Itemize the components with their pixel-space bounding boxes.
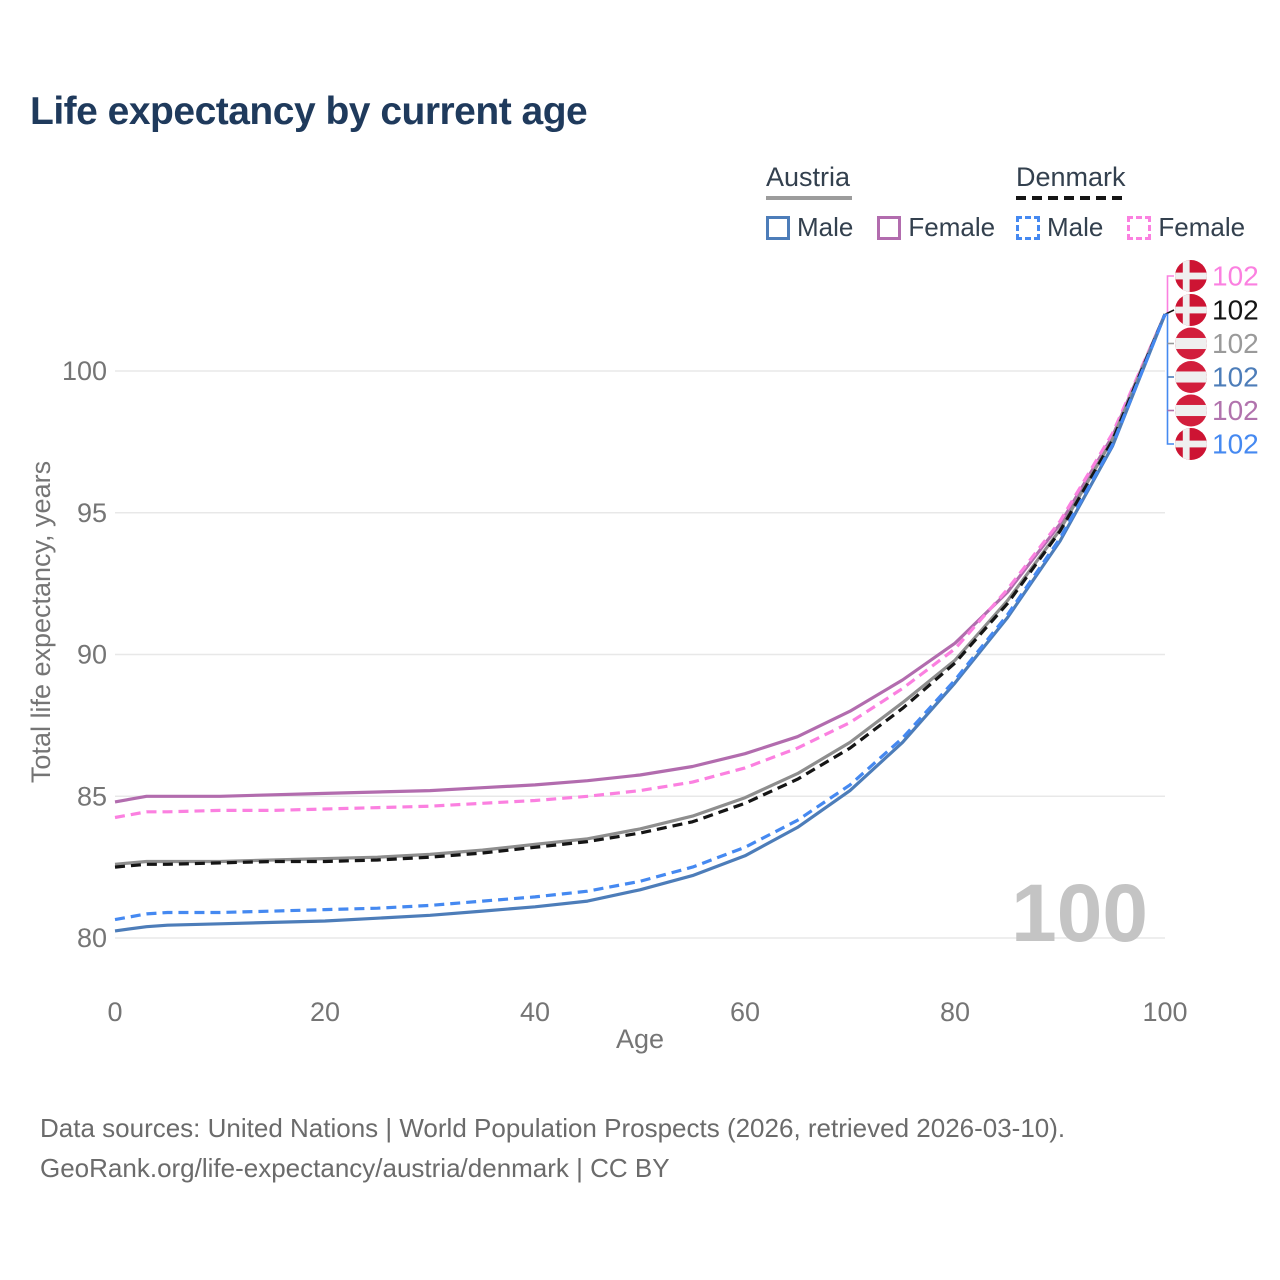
x-tick-60: 60 <box>730 997 760 1027</box>
x-tick-80: 80 <box>940 997 970 1027</box>
end-label-austria-male: 102 <box>1175 361 1259 393</box>
legend-label-austria-female[interactable]: Female <box>908 212 996 242</box>
x-tick-40: 40 <box>520 997 550 1027</box>
austria-flag-icon <box>1175 327 1207 360</box>
end-label-austria: 102 <box>1175 327 1259 360</box>
legend-group-denmark: Denmark Male Female <box>1016 162 1269 243</box>
footer-attribution: GeoRank.org/life-expectancy/austria/denm… <box>40 1153 670 1183</box>
y-tick-95: 95 <box>77 498 107 528</box>
austria-flag-icon <box>1175 394 1207 427</box>
footer: Data sources: United Nations | World Pop… <box>40 1108 1065 1188</box>
legend-label-austria-male[interactable]: Male <box>797 212 854 242</box>
end-label-value: 102 <box>1212 362 1259 393</box>
legend-swatch-austria-female[interactable] <box>877 215 902 240</box>
end-label-value: 102 <box>1212 328 1259 359</box>
denmark-flag-icon <box>1175 294 1207 326</box>
legend-label-denmark-male[interactable]: Male <box>1047 212 1104 242</box>
denmark-flag-icon <box>1175 428 1207 460</box>
series-line-austria[interactable] <box>114 313 1167 866</box>
end-label-value: 102 <box>1212 429 1259 460</box>
end-label-value: 102 <box>1212 395 1259 426</box>
series-line-austria-male[interactable] <box>114 313 1167 933</box>
legend-austria-items: Male Female <box>766 212 1019 243</box>
legend-swatch-austria-male[interactable] <box>766 215 790 240</box>
legend-label-denmark-female[interactable]: Female <box>1158 212 1246 242</box>
legend-group-austria: Austria Male Female <box>766 162 1019 243</box>
y-tick-85: 85 <box>77 781 107 811</box>
series-line-austria-female[interactable] <box>114 313 1167 804</box>
y-tick-80: 80 <box>77 923 107 953</box>
end-label-denmark-female: 102 <box>1175 260 1259 292</box>
legend-denmark-underline <box>1016 196 1126 200</box>
legend-denmark-items: Male Female <box>1016 212 1269 243</box>
end-label-denmark-male: 102 <box>1175 428 1259 460</box>
x-tick-0: 0 <box>107 997 122 1027</box>
legend-swatch-denmark-female[interactable] <box>1127 215 1152 240</box>
end-label-value: 102 <box>1212 261 1259 292</box>
footer-data-sources: Data sources: United Nations | World Pop… <box>40 1113 1066 1143</box>
denmark-flag-icon <box>1175 260 1207 292</box>
series-line-denmark-female[interactable] <box>114 313 1167 820</box>
end-label-austria-female: 102 <box>1175 394 1259 427</box>
legend-austria-underline <box>766 196 852 200</box>
x-tick-20: 20 <box>310 997 340 1027</box>
austria-flag-icon <box>1175 361 1207 393</box>
y-tick-90: 90 <box>77 640 107 670</box>
y-axis-title: Total life expectancy, years <box>26 461 56 783</box>
series-line-denmark[interactable] <box>114 313 1167 869</box>
legend-denmark-label[interactable]: Denmark <box>1016 162 1126 192</box>
x-tick-100: 100 <box>1142 997 1187 1027</box>
end-label-denmark: 102 <box>1175 294 1259 326</box>
legend-austria-label[interactable]: Austria <box>766 162 851 192</box>
end-label-connectors <box>1164 275 1175 445</box>
x-axis-title: Age <box>616 1024 664 1054</box>
page-title: Life expectancy by current age <box>30 90 588 133</box>
legend-swatch-denmark-male[interactable] <box>1016 215 1040 240</box>
end-label-value: 102 <box>1212 295 1259 326</box>
y-tick-100: 100 <box>62 356 107 386</box>
series-line-denmark-male[interactable] <box>114 313 1167 922</box>
age-watermark: 100 <box>1011 868 1148 959</box>
